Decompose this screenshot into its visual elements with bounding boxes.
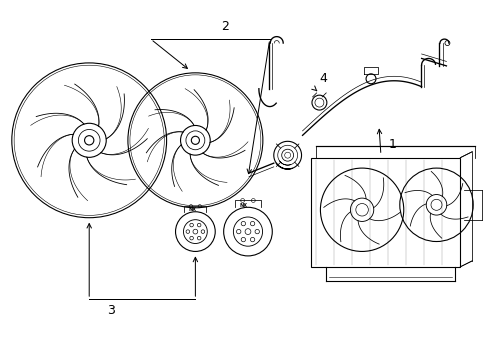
- Text: NX: NX: [239, 203, 247, 208]
- Text: 4: 4: [319, 72, 326, 85]
- Text: 2: 2: [221, 20, 228, 33]
- Text: 3: 3: [107, 304, 115, 317]
- Text: 1: 1: [388, 138, 396, 151]
- Text: NX: NX: [188, 207, 196, 212]
